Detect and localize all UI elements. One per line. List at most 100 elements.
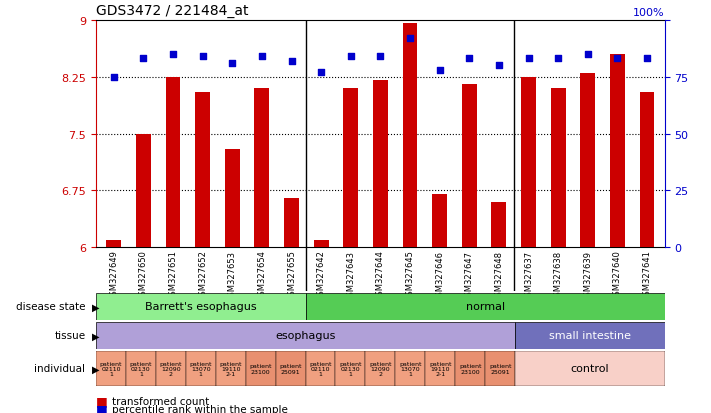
Text: patient
13070
1: patient 13070 1 (399, 361, 422, 377)
Bar (485, 351, 515, 386)
Text: individual: individual (34, 363, 85, 374)
Text: tissue: tissue (54, 330, 85, 341)
Bar (395, 351, 425, 386)
Bar (432, 195, 447, 248)
Point (464, 56, 475, 62)
Text: ▶: ▶ (92, 330, 100, 341)
Bar (255, 89, 269, 248)
Bar (166, 78, 181, 248)
Text: patient
02110
1: patient 02110 1 (309, 361, 332, 377)
Text: GSM327645: GSM327645 (405, 250, 415, 301)
Text: disease state: disease state (16, 301, 85, 312)
Text: percentile rank within the sample: percentile rank within the sample (112, 404, 287, 413)
Bar (96, 293, 306, 320)
Point (375, 54, 386, 60)
Text: GSM327642: GSM327642 (316, 250, 326, 301)
Text: GSM327649: GSM327649 (109, 250, 118, 301)
Bar (373, 81, 387, 248)
Text: GSM327640: GSM327640 (613, 250, 622, 301)
Bar (580, 74, 595, 248)
Text: patient
02130
1: patient 02130 1 (339, 361, 362, 377)
Text: esophagus: esophagus (275, 330, 336, 341)
Bar (215, 351, 246, 386)
Text: patient
02110
1: patient 02110 1 (100, 361, 122, 377)
Bar (462, 85, 476, 248)
Text: GSM327651: GSM327651 (169, 250, 178, 301)
Text: Barrett's esophagus: Barrett's esophagus (145, 301, 257, 312)
Bar (306, 351, 336, 386)
Text: GSM327639: GSM327639 (583, 250, 592, 301)
Bar (246, 351, 276, 386)
Text: small intestine: small intestine (549, 330, 631, 341)
Bar (284, 199, 299, 248)
Text: patient
23100: patient 23100 (459, 363, 481, 374)
Bar (314, 240, 328, 248)
Text: GSM327650: GSM327650 (139, 250, 148, 301)
Point (611, 56, 623, 62)
Text: transformed count: transformed count (112, 396, 209, 406)
Point (493, 63, 505, 69)
Text: patient
02130
1: patient 02130 1 (129, 361, 152, 377)
Bar (610, 55, 625, 248)
Bar (196, 93, 210, 248)
Text: GSM327638: GSM327638 (554, 250, 562, 301)
Text: patient
12090
2: patient 12090 2 (159, 361, 182, 377)
Text: 100%: 100% (634, 8, 665, 18)
Bar (276, 351, 306, 386)
Text: patient
23100: patient 23100 (250, 363, 272, 374)
Text: GSM327643: GSM327643 (346, 250, 356, 301)
Text: ▶: ▶ (92, 363, 100, 374)
Text: GSM327641: GSM327641 (643, 250, 651, 301)
Text: patient
19110
2-1: patient 19110 2-1 (220, 361, 242, 377)
Bar (136, 134, 151, 248)
Text: GSM327644: GSM327644 (376, 250, 385, 301)
Point (523, 56, 534, 62)
Bar (425, 351, 455, 386)
Text: ■: ■ (96, 402, 108, 413)
Point (197, 54, 208, 60)
Point (405, 36, 416, 42)
Text: patient
13070
1: patient 13070 1 (190, 361, 212, 377)
Text: patient
25091: patient 25091 (279, 363, 302, 374)
Bar (225, 150, 240, 248)
Bar (107, 240, 121, 248)
Bar (515, 351, 665, 386)
Point (256, 54, 267, 60)
Text: normal: normal (466, 301, 505, 312)
Bar (336, 351, 365, 386)
Text: GDS3472 / 221484_at: GDS3472 / 221484_at (96, 4, 248, 18)
Text: GSM327648: GSM327648 (494, 250, 503, 301)
Bar (126, 351, 156, 386)
Bar (96, 322, 515, 349)
Text: GSM327654: GSM327654 (257, 250, 267, 301)
Point (108, 74, 119, 81)
Text: GSM327637: GSM327637 (524, 250, 533, 301)
Text: ■: ■ (96, 394, 108, 407)
Bar (402, 24, 417, 248)
Bar (455, 351, 485, 386)
Bar (343, 89, 358, 248)
Text: GSM327646: GSM327646 (435, 250, 444, 301)
Text: patient
12090
2: patient 12090 2 (369, 361, 392, 377)
Point (138, 56, 149, 62)
Point (552, 56, 564, 62)
Point (316, 69, 327, 76)
Text: ▶: ▶ (92, 301, 100, 312)
Bar (551, 89, 565, 248)
Bar (640, 93, 654, 248)
Text: GSM327652: GSM327652 (198, 250, 207, 301)
Point (582, 51, 594, 58)
Point (167, 51, 178, 58)
Text: GSM327655: GSM327655 (287, 250, 296, 301)
Point (286, 58, 297, 65)
Text: GSM327653: GSM327653 (228, 250, 237, 301)
Text: GSM327647: GSM327647 (465, 250, 474, 301)
Text: control: control (571, 363, 609, 374)
Bar (365, 351, 395, 386)
Point (227, 60, 238, 67)
Text: patient
19110
2-1: patient 19110 2-1 (429, 361, 451, 377)
Bar (521, 78, 536, 248)
Point (641, 56, 653, 62)
Bar (491, 202, 506, 248)
Bar (515, 322, 665, 349)
